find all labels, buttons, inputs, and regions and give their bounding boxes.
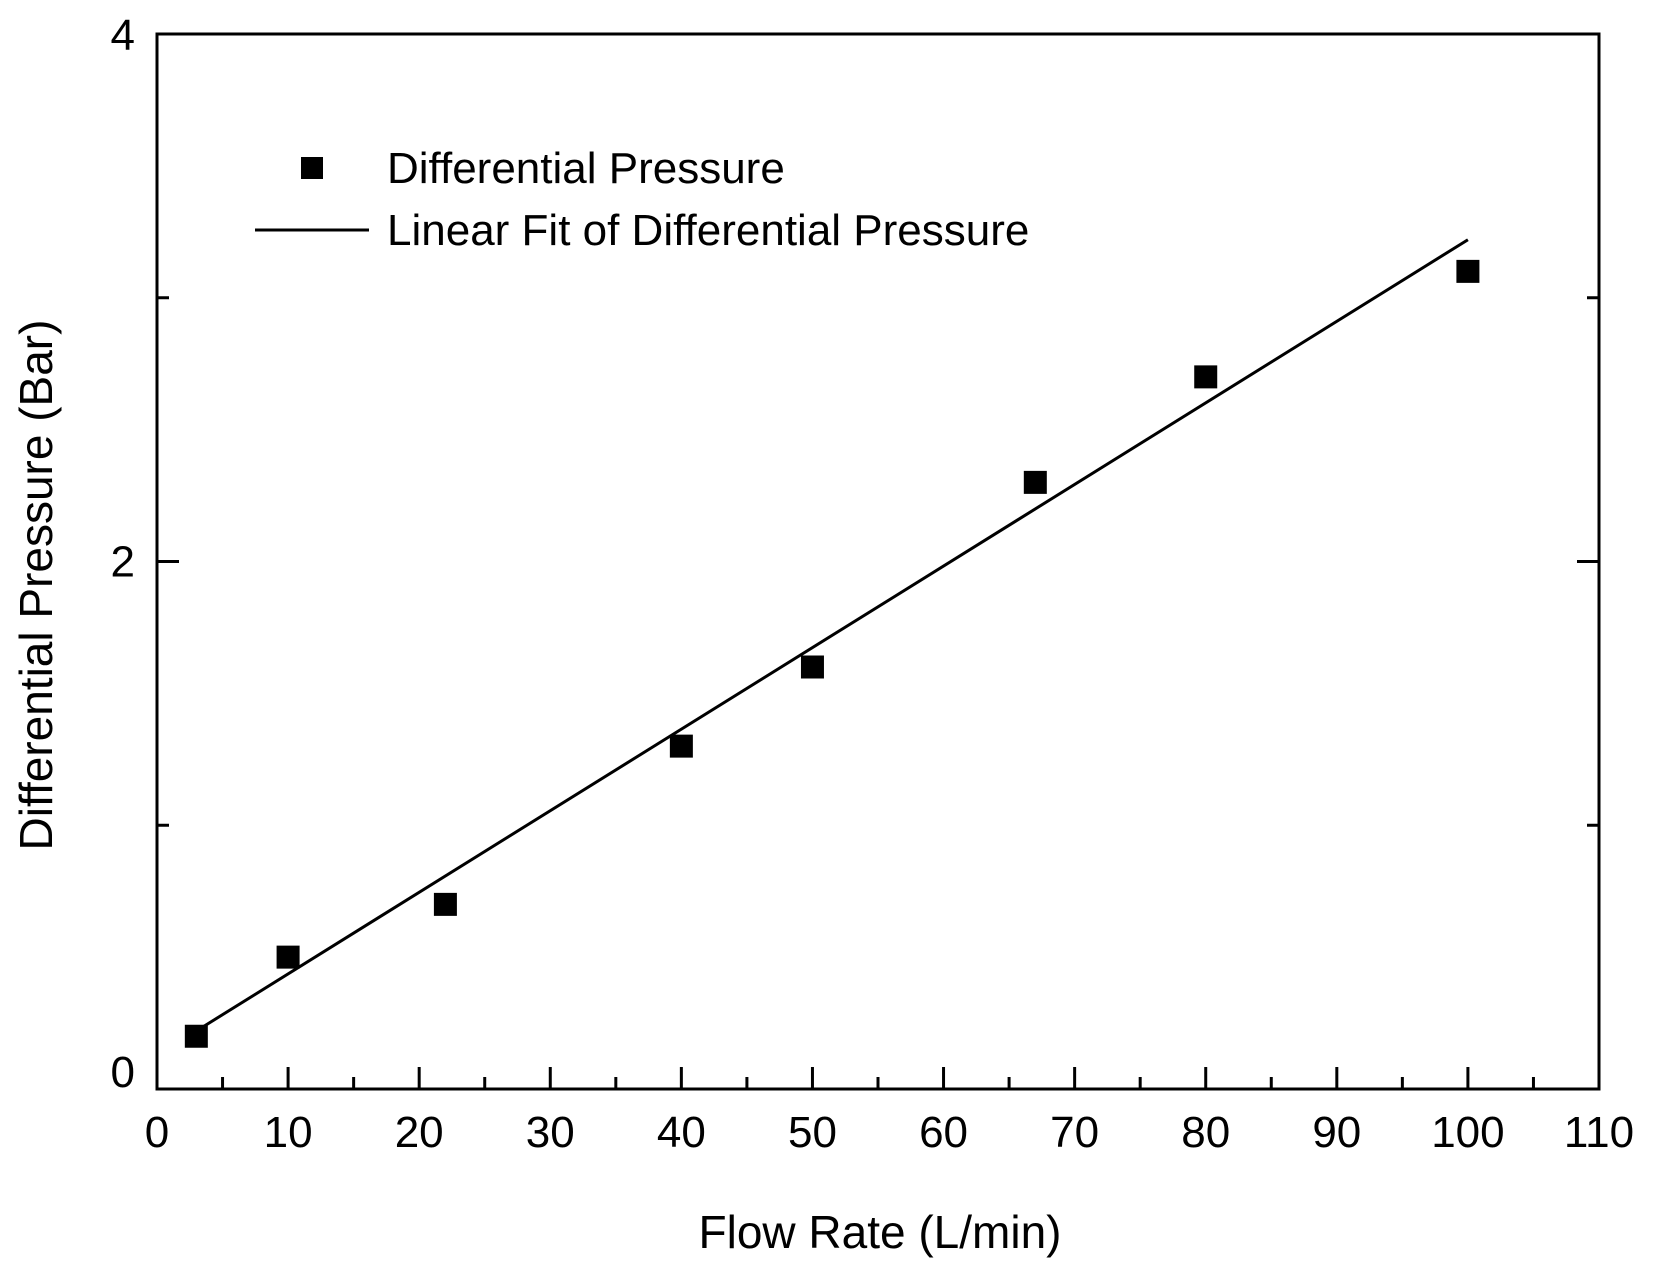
data-point [1023, 470, 1047, 494]
data-point [669, 734, 693, 758]
x-tick-label: 40 [657, 1108, 706, 1157]
x-tick-label: 50 [788, 1108, 837, 1157]
data-point [433, 892, 457, 916]
x-tick-label: 80 [1181, 1108, 1230, 1157]
data-point [800, 655, 824, 679]
x-tick-label: 90 [1312, 1108, 1361, 1157]
data-point [1456, 259, 1480, 283]
legend-label: Differential Pressure [387, 144, 785, 193]
x-axis-title: Flow Rate (L/min) [699, 1206, 1062, 1258]
ticks: 0 10 20 30 40 50 60 70 80 90 100 110 0 2 4 [111, 11, 1635, 1157]
plot-frame [155, 32, 1601, 1091]
axes [155, 32, 1601, 1091]
y-tick-label: 4 [111, 11, 135, 60]
series [184, 238, 1480, 1048]
y-tick-label: 0 [111, 1048, 135, 1097]
legend-label: Linear Fit of Differential Pressure [387, 206, 1029, 255]
x-tick-label: 60 [919, 1108, 968, 1157]
x-tick-label: 20 [395, 1108, 444, 1157]
fit-line [195, 238, 1469, 1033]
x-tick-label: 0 [145, 1108, 169, 1157]
data-point [276, 945, 300, 969]
data-point [1194, 365, 1218, 389]
x-tick-label: 110 [1564, 1108, 1634, 1157]
y-tick-label: 2 [111, 538, 135, 587]
y-axis-title: Differential Pressure (Bar) [10, 320, 62, 851]
legend: Differential Pressure Linear Fit of Diffe… [255, 144, 1029, 255]
x-tick-label: 70 [1050, 1108, 1099, 1157]
x-tick-label: 100 [1431, 1108, 1504, 1157]
data-point [184, 1024, 208, 1048]
x-tick-label: 10 [264, 1108, 313, 1157]
legend-marker-square [301, 157, 323, 179]
x-tick-label: 30 [526, 1108, 575, 1157]
